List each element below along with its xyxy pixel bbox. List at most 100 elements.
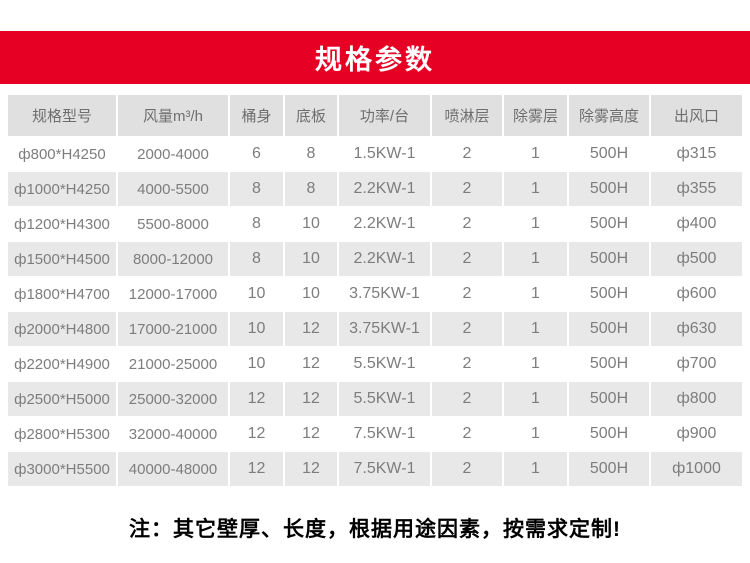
table-cell: 1	[504, 207, 567, 241]
table-cell: 2.2KW-1	[339, 207, 430, 241]
column-header: 风量m³/h	[118, 95, 228, 136]
table-cell: 1	[504, 347, 567, 381]
table-row: ф1200*H4300 5500-8000 8 10 2.2KW-1 2 1 500H ф400	[8, 207, 742, 241]
table-cell: ф600	[651, 277, 742, 311]
table-cell: 1	[504, 382, 567, 416]
table-cell: 2000-4000	[118, 137, 228, 171]
table-cell: ф2000*H4800	[8, 312, 116, 346]
table-cell: 2	[432, 347, 502, 381]
table-cell: 500H	[569, 347, 649, 381]
table-cell: 1	[504, 172, 567, 206]
table-cell: 1	[504, 242, 567, 276]
table-cell: 7.5KW-1	[339, 452, 430, 486]
table-cell: ф3000*H5500	[8, 452, 116, 486]
table-cell: 2	[432, 382, 502, 416]
table-cell: ф2200*H4900	[8, 347, 116, 381]
column-header: 出风口	[651, 95, 742, 136]
table-cell: 12	[285, 347, 337, 381]
table-row: ф2500*H5000 25000-32000 12 12 5.5KW-1 2 1 500H ф…	[8, 382, 742, 416]
table-cell: 12	[230, 382, 283, 416]
table-cell: ф1200*H4300	[8, 207, 116, 241]
table-cell: 10	[230, 277, 283, 311]
table-cell: 12	[230, 417, 283, 451]
table-cell: 8	[285, 137, 337, 171]
table-cell: 2	[432, 312, 502, 346]
table-cell: 2	[432, 207, 502, 241]
column-header: 喷淋层	[432, 95, 502, 136]
table-cell: 500H	[569, 417, 649, 451]
table-cell: 4000-5500	[118, 172, 228, 206]
table-cell: 12	[285, 452, 337, 486]
table-cell: 1.5KW-1	[339, 137, 430, 171]
table-row: ф800*H4250 2000-4000 6 8 1.5KW-1 2 1 500H ф315	[8, 137, 742, 171]
table-cell: 2	[432, 172, 502, 206]
table-cell: ф2500*H5000	[8, 382, 116, 416]
table-cell: 8	[230, 242, 283, 276]
table-cell: ф500	[651, 242, 742, 276]
table-cell: 2	[432, 137, 502, 171]
table-cell: 12	[285, 417, 337, 451]
table-cell: 25000-32000	[118, 382, 228, 416]
column-header: 功率/台	[339, 95, 430, 136]
table-row: ф2800*H5300 32000-40000 12 12 7.5KW-1 2 1 500H ф…	[8, 417, 742, 451]
table-cell: ф1500*H4500	[8, 242, 116, 276]
table-row: ф1000*H4250 4000-5500 8 8 2.2KW-1 2 1 500H ф355	[8, 172, 742, 206]
table-cell: 2.2KW-1	[339, 172, 430, 206]
table-cell: 8000-12000	[118, 242, 228, 276]
table-cell: 500H	[569, 172, 649, 206]
section-banner: 规格参数	[0, 31, 750, 84]
table-cell: 1	[504, 417, 567, 451]
table-cell: 3.75KW-1	[339, 312, 430, 346]
table-cell: ф630	[651, 312, 742, 346]
table-row: ф1500*H4500 8000-12000 8 10 2.2KW-1 2 1 500H ф50…	[8, 242, 742, 276]
table-cell: 500H	[569, 382, 649, 416]
table-cell: 1	[504, 452, 567, 486]
table-cell: 500H	[569, 452, 649, 486]
table-cell: 2	[432, 277, 502, 311]
table-cell: ф2800*H5300	[8, 417, 116, 451]
table-cell: 7.5KW-1	[339, 417, 430, 451]
table-cell: 17000-21000	[118, 312, 228, 346]
table-cell: 500H	[569, 137, 649, 171]
table-cell: 500H	[569, 277, 649, 311]
table-cell: 5500-8000	[118, 207, 228, 241]
table-cell: 2	[432, 242, 502, 276]
table-cell: ф355	[651, 172, 742, 206]
table-cell: 1	[504, 312, 567, 346]
table-cell: ф700	[651, 347, 742, 381]
table-cell: 5.5KW-1	[339, 347, 430, 381]
table-row: ф2200*H4900 21000-25000 10 12 5.5KW-1 2 1 500H ф…	[8, 347, 742, 381]
table-cell: 1	[504, 277, 567, 311]
table-cell: 6	[230, 137, 283, 171]
column-header: 桶身	[230, 95, 283, 136]
table-cell: 21000-25000	[118, 347, 228, 381]
table-cell: 2	[432, 452, 502, 486]
table-cell: 3.75KW-1	[339, 277, 430, 311]
table-cell: 5.5KW-1	[339, 382, 430, 416]
table-cell: 40000-48000	[118, 452, 228, 486]
table-cell: 12	[285, 312, 337, 346]
table-cell: ф1000*H4250	[8, 172, 116, 206]
table-cell: 500H	[569, 312, 649, 346]
table-cell: 500H	[569, 207, 649, 241]
table-cell: 8	[230, 207, 283, 241]
table-cell: 8	[230, 172, 283, 206]
table-row: ф1800*H4700 12000-17000 10 10 3.75KW-1 2 1 500H…	[8, 277, 742, 311]
table-cell: 8	[285, 172, 337, 206]
column-header: 规格型号	[8, 95, 116, 136]
table-row: ф2000*H4800 17000-21000 10 12 3.75KW-1 2 1 500H…	[8, 312, 742, 346]
table-row: ф3000*H5500 40000-48000 12 12 7.5KW-1 2 1 500H ф…	[8, 452, 742, 486]
column-header: 底板	[285, 95, 337, 136]
table-cell: 1	[504, 137, 567, 171]
table-header-row: 规格型号 风量m³/h 桶身 底板 功率/台 喷淋层 除雾层 除雾高度 出风口	[8, 95, 742, 136]
table-cell: 2	[432, 417, 502, 451]
column-header: 除雾层	[504, 95, 567, 136]
table-cell: 10	[285, 207, 337, 241]
table-cell: 10	[285, 277, 337, 311]
table-cell: 12000-17000	[118, 277, 228, 311]
spec-table: 规格型号 风量m³/h 桶身 底板 功率/台 喷淋层 除雾层 除雾高度 出风口 ф800*H42…	[6, 94, 744, 487]
table-cell: ф900	[651, 417, 742, 451]
table-cell: 2.2KW-1	[339, 242, 430, 276]
table-cell: ф315	[651, 137, 742, 171]
